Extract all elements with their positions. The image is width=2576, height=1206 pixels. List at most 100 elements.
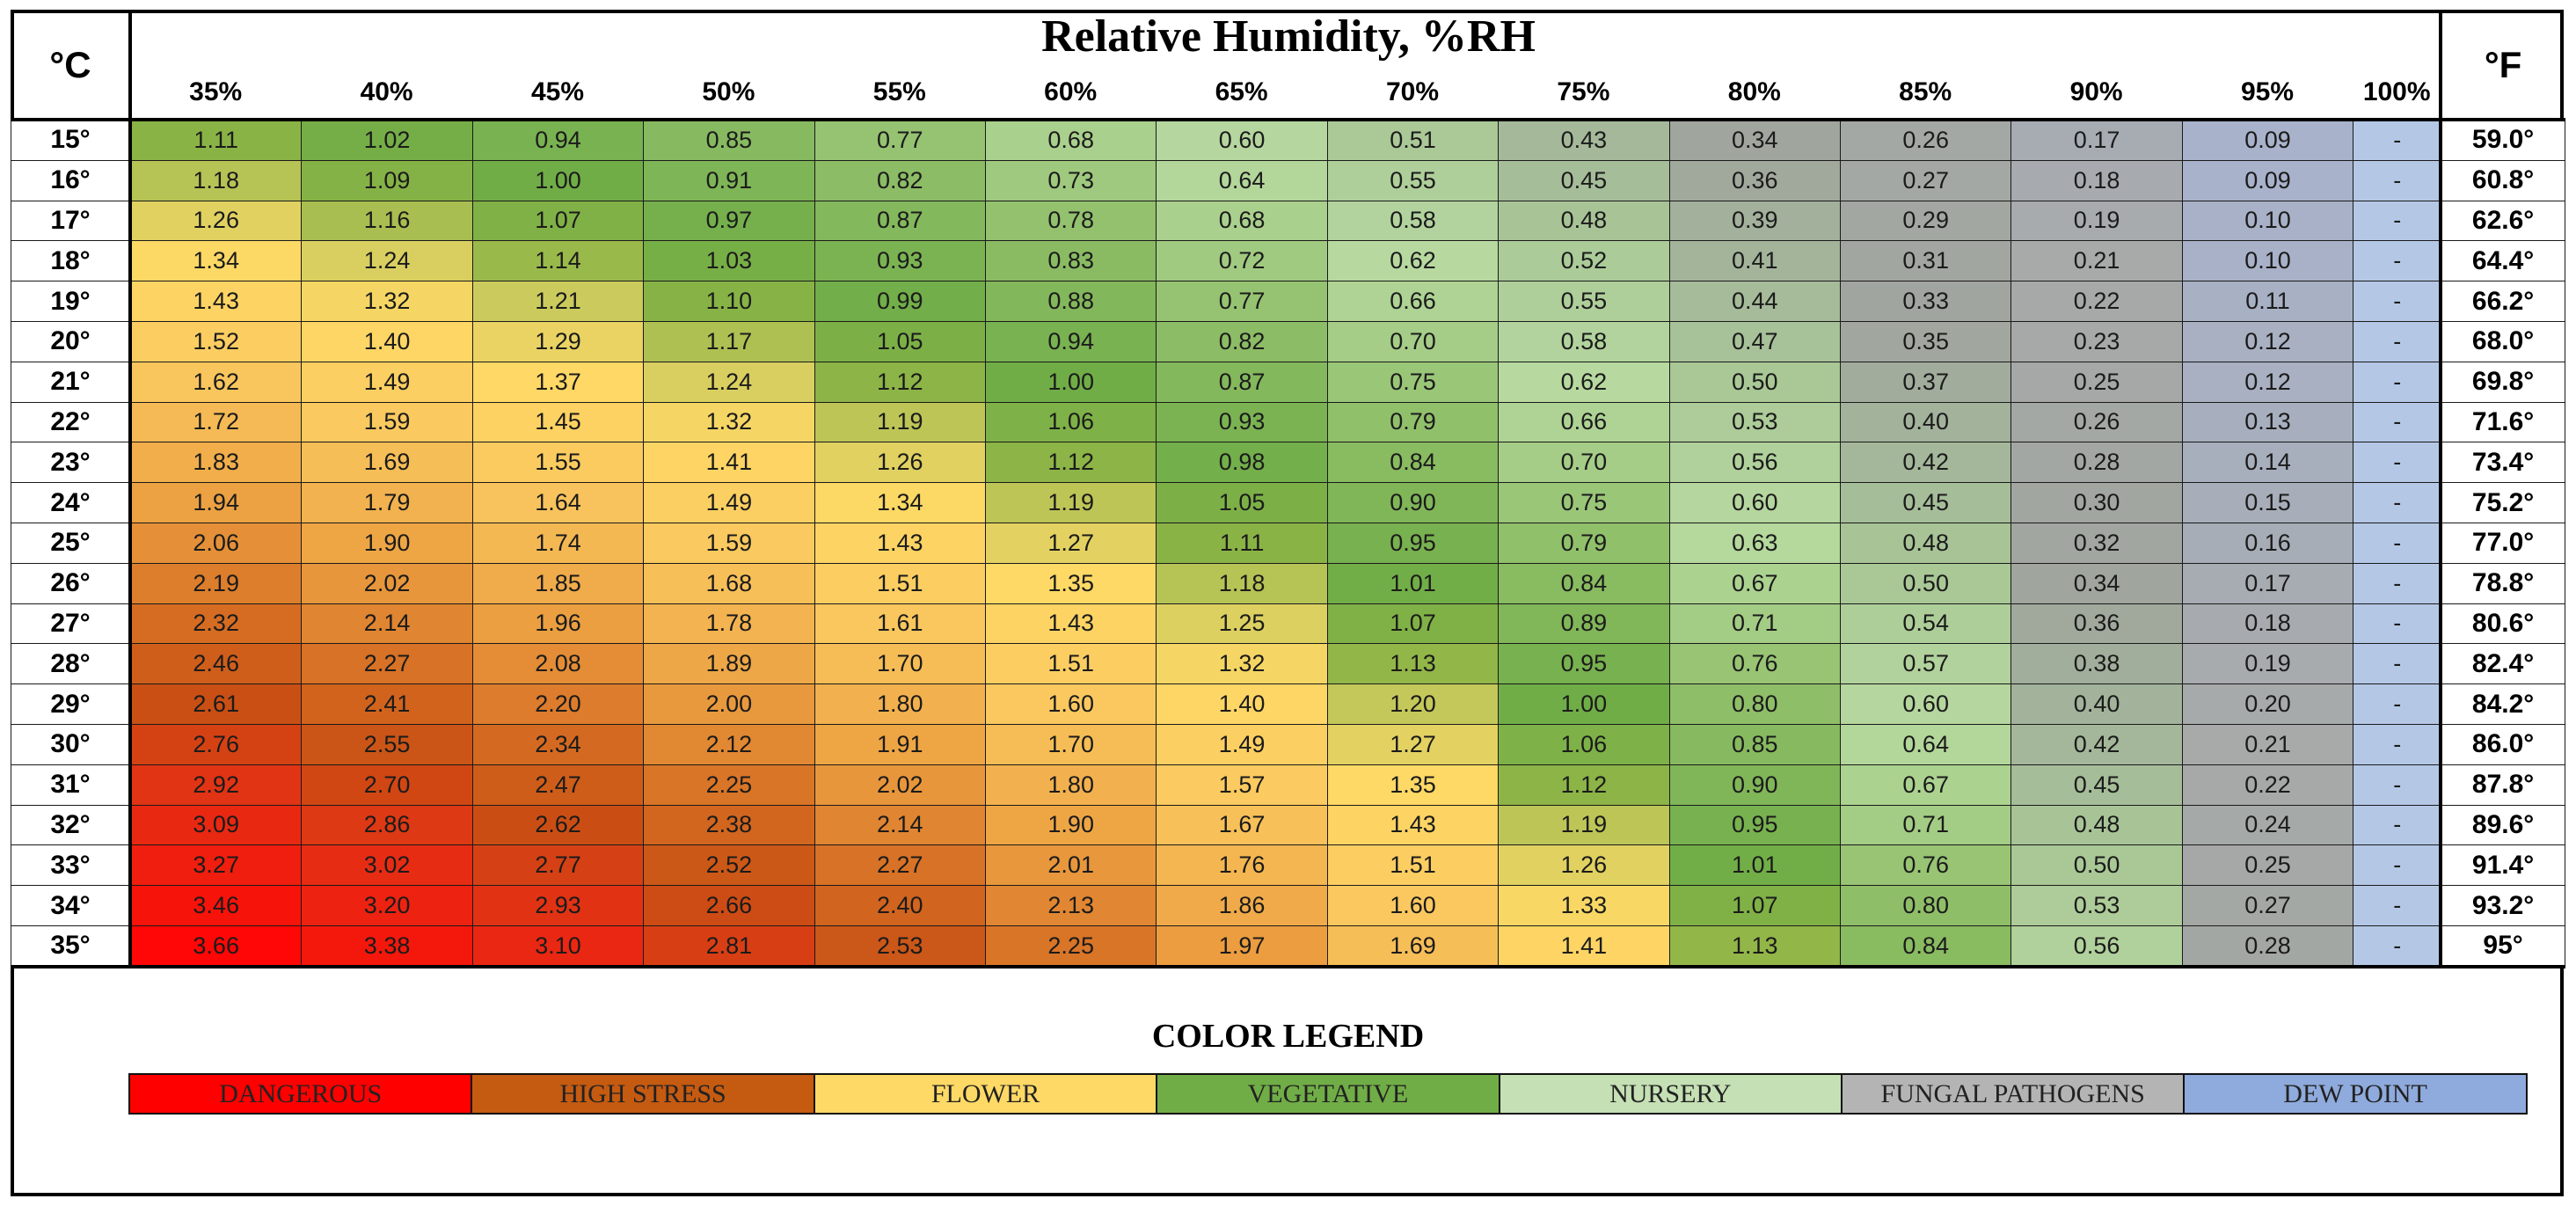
table-cell: 2.34 <box>471 724 645 765</box>
table-cell: 1.79 <box>301 482 473 523</box>
table-cell: 0.25 <box>2010 361 2183 403</box>
cell-value: 2.92 <box>193 771 239 798</box>
cell-value: 0.60 <box>1732 489 1778 516</box>
cell-value: 0.75 <box>1390 368 1436 395</box>
table-cell: 2.55 <box>301 724 473 765</box>
cell-value: 1.83 <box>193 449 239 476</box>
cell-value: 1.24 <box>363 247 411 274</box>
table-cell: 1.55 <box>471 442 645 484</box>
cell-value: 0.93 <box>1218 408 1266 435</box>
table-cell: 1.00 <box>471 159 645 201</box>
table-cell: 0.76 <box>1840 844 2012 887</box>
cell-value: 2.86 <box>363 811 411 838</box>
cell-value: 0.84 <box>1902 932 1949 959</box>
cell-value: 2.01 <box>1047 852 1094 879</box>
table-cell: 0.37 <box>1840 361 2012 403</box>
cell-value: 1.69 <box>363 449 411 476</box>
cell-value: 0.45 <box>1902 489 1949 516</box>
table-cell: 0.90 <box>1326 482 1500 523</box>
table-cell: 0.77 <box>814 120 986 161</box>
cell-value: 0.89 <box>1560 610 1608 637</box>
table-cell: 2.61 <box>130 683 303 725</box>
cell-value: 0.82 <box>1218 327 1266 354</box>
row-label-fahrenheit: 86.0° <box>2441 724 2565 765</box>
cell-value: 1.07 <box>535 207 581 234</box>
cell-value: 0.56 <box>1732 449 1778 476</box>
cell-value: 1.35 <box>1390 771 1436 798</box>
table-cell: 1.41 <box>643 442 815 484</box>
cell-value: 1.20 <box>1390 691 1436 718</box>
cell-value: 1.12 <box>1047 449 1094 476</box>
cell-value: 2.34 <box>535 730 581 757</box>
cell-value: 1.90 <box>1047 811 1094 838</box>
table-cell: - <box>2353 361 2442 403</box>
cell-value: - <box>2393 691 2402 718</box>
legend-swatch-dangerous: DANGEROUS <box>128 1073 473 1115</box>
table-cell: 1.27 <box>985 523 1157 564</box>
table-cell: 0.26 <box>2010 401 2183 443</box>
cell-value: 0.14 <box>2244 449 2291 476</box>
row-label-celsius: 29° <box>11 683 130 725</box>
table-cell: 0.36 <box>2010 603 2183 645</box>
table-cell: 0.66 <box>1498 401 1670 443</box>
cell-value: 0.15 <box>2244 489 2291 516</box>
cell-value: 0.45 <box>1560 166 1608 194</box>
legend-label: DEW POINT <box>2283 1078 2427 1108</box>
right-label-divider <box>2439 11 2443 966</box>
cell-value: 0.68 <box>1047 126 1094 153</box>
cell-value: 0.66 <box>1390 288 1436 315</box>
table-cell: 0.42 <box>1840 442 2012 484</box>
cell-value: 1.06 <box>1560 730 1608 757</box>
table-cell: 1.61 <box>814 603 986 645</box>
column-header: 40% <box>360 77 413 106</box>
table-cell: 1.24 <box>301 240 473 282</box>
table-cell: 1.35 <box>1326 764 1500 806</box>
row-label-celsius: 20° <box>11 321 130 362</box>
cell-value: 0.67 <box>1902 771 1949 798</box>
table-cell: 1.34 <box>130 240 303 282</box>
cell-value: 0.79 <box>1390 408 1436 435</box>
table-cell: 1.19 <box>814 401 986 443</box>
table-cell: 0.95 <box>1668 804 1841 846</box>
row-label-celsius: 32° <box>11 804 130 846</box>
table-cell: 1.12 <box>985 442 1157 484</box>
table-cell: 0.76 <box>1668 643 1841 685</box>
table-cell: 1.40 <box>301 321 473 362</box>
cell-value: 2.93 <box>535 892 581 919</box>
table-cell: 2.66 <box>643 885 815 926</box>
row-label-fahrenheit: 60.8° <box>2441 159 2565 201</box>
cell-value: 1.19 <box>877 408 923 435</box>
cell-value: 0.34 <box>2073 569 2120 596</box>
table-cell: 0.94 <box>471 120 645 161</box>
cell-value: - <box>2393 569 2402 596</box>
cell-value: 0.72 <box>1218 247 1266 274</box>
table-cell: 0.19 <box>2010 200 2183 242</box>
cell-value: 0.34 <box>1732 126 1778 153</box>
row-label-fahrenheit: 62.6° <box>2441 200 2565 242</box>
table-cell: 1.18 <box>130 159 303 201</box>
cell-value: 0.33 <box>1902 288 1949 315</box>
cell-value: 0.90 <box>1732 771 1778 798</box>
cell-value: 1.37 <box>535 368 581 395</box>
cell-value: 0.22 <box>2073 288 2120 315</box>
table-cell: - <box>2353 804 2442 846</box>
cell-value: 1.34 <box>877 489 923 516</box>
table-cell: 0.28 <box>2010 442 2183 484</box>
cell-value: - <box>2393 489 2402 516</box>
table-cell: 0.87 <box>814 200 986 242</box>
table-cell: 1.01 <box>1668 844 1841 887</box>
table-cell: 1.67 <box>1156 804 1328 846</box>
row-label-celsius: 22° <box>11 401 130 443</box>
table-cell: 0.33 <box>1840 281 2012 322</box>
row-label-celsius: 19° <box>11 281 130 322</box>
cell-value: 1.55 <box>535 449 581 476</box>
cell-value: 0.66 <box>1560 408 1608 435</box>
table-cell: 1.74 <box>471 523 645 564</box>
table-cell: 1.52 <box>130 321 303 362</box>
table-cell: 1.97 <box>1156 925 1328 967</box>
cell-value: 0.25 <box>2073 368 2120 395</box>
table-cell: 1.33 <box>1498 885 1670 926</box>
column-header: 75% <box>1557 77 1610 106</box>
cell-value: 0.87 <box>1218 368 1266 395</box>
table-cell: 1.43 <box>1326 804 1500 846</box>
